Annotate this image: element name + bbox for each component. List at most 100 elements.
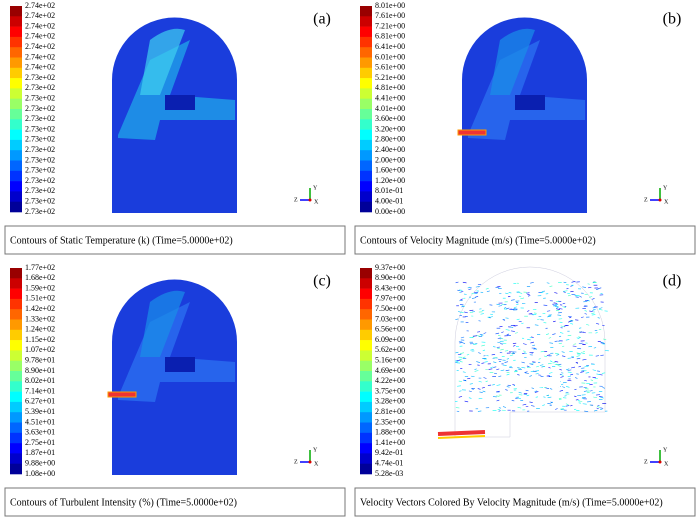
vector (506, 358, 510, 360)
colorbar-swatch (360, 309, 372, 320)
triad-label: Y (663, 185, 668, 191)
panel-label: (d) (663, 273, 682, 290)
vector (458, 396, 463, 398)
vector (522, 343, 527, 345)
vector (504, 350, 509, 352)
vector (570, 285, 573, 287)
vector (502, 364, 507, 366)
colorbar-label: 1.42e+02 (25, 304, 55, 313)
vector (516, 318, 520, 321)
colorbar-swatch (360, 298, 372, 310)
vector (526, 394, 530, 397)
vector (462, 342, 466, 344)
colorbar-swatch (360, 6, 372, 17)
triad-label: X (664, 199, 669, 205)
caption-box (354, 487, 696, 517)
colorbar-label: 8.90e+01 (25, 366, 55, 375)
colorbar-swatch (10, 78, 22, 89)
colorbar-label: 3.20e+00 (375, 124, 405, 133)
vector (582, 331, 586, 334)
colorbar-label: 7.14e+01 (25, 386, 55, 395)
vector (561, 351, 565, 353)
vector (459, 299, 463, 302)
colorbar-swatch (360, 391, 372, 403)
colorbar-label: 2.74e+02 (25, 42, 55, 51)
vector (513, 308, 518, 310)
vector (510, 299, 515, 301)
vector (509, 354, 514, 357)
vector (592, 369, 597, 371)
colorbar-swatch (360, 329, 372, 341)
vector (552, 333, 556, 335)
colorbar-label: 3.28e+00 (375, 397, 405, 406)
colorbar-label: 1.15e+02 (25, 335, 55, 344)
colorbar-swatch (10, 201, 22, 213)
colorbar-label: 6.01e+00 (375, 52, 405, 61)
vector (556, 354, 560, 356)
vector (559, 390, 564, 392)
colorbar-swatch (10, 139, 22, 151)
vector (595, 323, 600, 325)
vector (471, 388, 474, 390)
colorbar-label: 1.24e+02 (25, 325, 55, 334)
vector (529, 352, 534, 354)
vector (521, 367, 526, 369)
colorbar-swatch (10, 88, 22, 99)
vector (578, 365, 581, 368)
colorbar-swatch (360, 319, 372, 331)
colorbar-swatch (10, 432, 22, 444)
vector (552, 320, 556, 323)
colorbar-swatch (10, 170, 22, 182)
triad-label: Z (644, 197, 648, 203)
vector (555, 408, 558, 410)
vector (584, 388, 589, 390)
colorbar-swatch (360, 88, 372, 99)
colorbar-label: 3.75e+00 (375, 386, 405, 395)
vector (505, 329, 510, 331)
vector (474, 370, 479, 372)
vector (517, 367, 522, 369)
colorbar-swatch (10, 412, 22, 423)
vector (583, 390, 588, 392)
vector (532, 314, 537, 316)
colorbar-swatch (10, 119, 22, 130)
vector (504, 361, 509, 363)
obstacle (515, 95, 545, 110)
vector (467, 287, 471, 289)
vector (505, 369, 510, 372)
caption: Velocity Vectors Colored By Velocity Mag… (360, 497, 663, 508)
vector (496, 384, 501, 386)
vector (527, 310, 530, 312)
colorbar-swatch (10, 288, 22, 300)
vector (567, 379, 572, 382)
colorbar-label: 1.08e+00 (25, 469, 55, 478)
vector (459, 390, 462, 392)
vector (571, 281, 576, 283)
colorbar-swatch (10, 329, 22, 341)
vector (601, 372, 606, 374)
colorbar-label: 7.21e+00 (375, 21, 405, 30)
colorbar-label: 2.73e+02 (25, 73, 55, 82)
vector (556, 363, 559, 366)
vector (603, 338, 607, 341)
vector (565, 386, 570, 388)
vector (479, 391, 483, 393)
vector (496, 395, 500, 397)
vector (547, 315, 552, 318)
colorbar-swatch (360, 160, 372, 172)
vector (595, 355, 600, 357)
vector (547, 363, 552, 365)
vector (530, 341, 535, 344)
vector (584, 313, 587, 315)
vector (575, 296, 579, 298)
vector (506, 333, 510, 335)
vector (529, 375, 532, 377)
vector (576, 355, 580, 357)
vector (569, 320, 573, 322)
vector (594, 377, 598, 380)
vector (500, 369, 505, 372)
colorbar-label: 5.39e+01 (25, 407, 55, 416)
vector (459, 352, 464, 354)
vector (578, 327, 582, 329)
vector (454, 400, 458, 402)
